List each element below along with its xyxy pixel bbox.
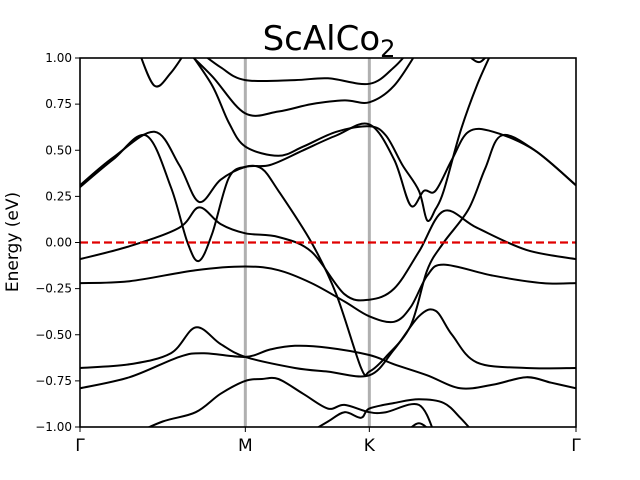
y-tick-label-5: −0.25 [35,282,72,296]
bands-group [80,58,576,427]
chart-title: ScAlCo2 [263,19,396,63]
y-tick-label-1: 0.75 [45,97,72,111]
y-tick-label-7: −0.75 [35,374,72,388]
band-7 [192,58,491,222]
y-tick-label-2: 0.50 [45,143,72,157]
band-13 [410,422,428,427]
y-axis-label: Energy (eV) [3,192,23,292]
band-1 [80,308,576,378]
x-tick-label-1: M [238,436,253,456]
band-4 [80,133,576,377]
chart-title-subscript: 2 [380,35,395,63]
x-tick-label-3: Γ [571,436,581,456]
chart-title-main: ScAlCo [263,19,381,59]
band-6 [140,58,183,88]
y-tick-label-3: 0.25 [45,189,72,203]
x-tick-label-2: K [364,436,376,456]
band-0 [80,344,576,390]
y-tick-label-0: 1.00 [45,51,72,65]
band-9 [205,58,405,86]
y-tick-label-6: −0.50 [35,328,72,342]
band-3 [80,206,576,302]
y-tick-label-8: −1.00 [35,420,72,434]
band-10 [469,58,487,64]
band-2 [80,263,576,324]
band-12 [316,398,471,427]
band-11 [146,376,433,427]
plot-area: 1.00 0.75 0.50 0.25 0.00 −0.25 −0.50 −0.75 −1.00… [35,51,581,456]
y-tick-label-4: 0.00 [45,236,72,250]
band-8 [192,58,415,117]
x-tick-label-0: Γ [75,436,85,456]
